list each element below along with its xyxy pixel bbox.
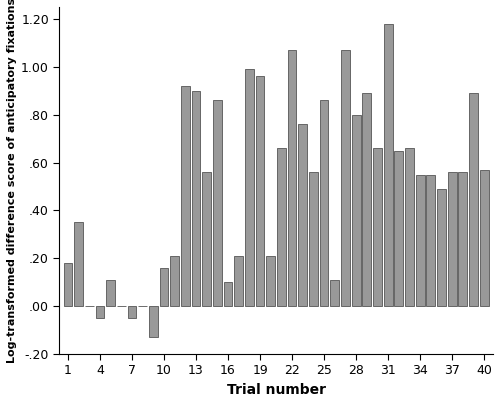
Bar [405, 148, 414, 306]
Bar [256, 76, 264, 306]
Bar [277, 148, 286, 306]
Bar [448, 172, 456, 306]
Bar [416, 175, 424, 306]
Bar [213, 100, 222, 306]
Bar [181, 86, 190, 306]
Bar [480, 170, 488, 306]
Bar [298, 124, 307, 306]
Bar [64, 263, 72, 306]
Bar [149, 306, 158, 337]
Bar [245, 69, 254, 306]
Bar [352, 115, 360, 306]
Bar [288, 50, 296, 306]
Bar [170, 256, 179, 306]
Bar [362, 93, 371, 306]
Bar [234, 256, 243, 306]
Bar [106, 280, 115, 306]
X-axis label: Trial number: Trial number [226, 383, 326, 397]
Bar [373, 148, 382, 306]
Bar [224, 282, 232, 306]
Bar [469, 93, 478, 306]
Bar [320, 100, 328, 306]
Bar [266, 256, 275, 306]
Bar [437, 189, 446, 306]
Bar [128, 306, 136, 318]
Bar [394, 151, 403, 306]
Bar [309, 172, 318, 306]
Bar [96, 306, 104, 318]
Y-axis label: Log-transformed difference score of anticipatory fixations: Log-transformed difference score of anti… [7, 0, 17, 363]
Bar [458, 172, 467, 306]
Bar [330, 280, 339, 306]
Bar [384, 24, 392, 306]
Bar [426, 175, 435, 306]
Bar [202, 172, 211, 306]
Bar [74, 223, 83, 306]
Bar [160, 268, 168, 306]
Bar [192, 91, 200, 306]
Bar [341, 50, 350, 306]
